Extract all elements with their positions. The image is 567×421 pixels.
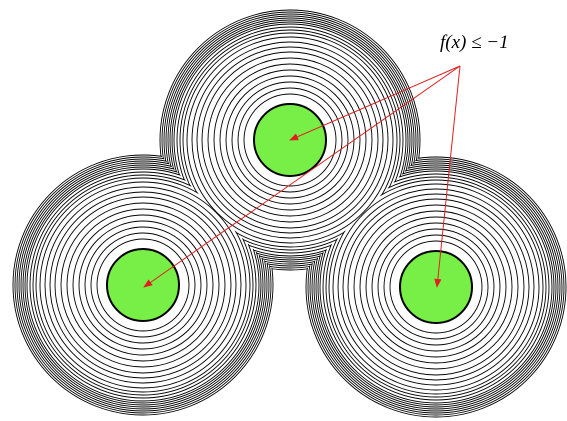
- arrow: [143, 65, 461, 288]
- arrows: [143, 65, 461, 288]
- arrow: [289, 65, 461, 141]
- disk: [399, 250, 473, 324]
- disk: [106, 248, 180, 322]
- annotation-label: f(x) ≤ −1: [440, 32, 509, 53]
- arrow: [434, 65, 461, 288]
